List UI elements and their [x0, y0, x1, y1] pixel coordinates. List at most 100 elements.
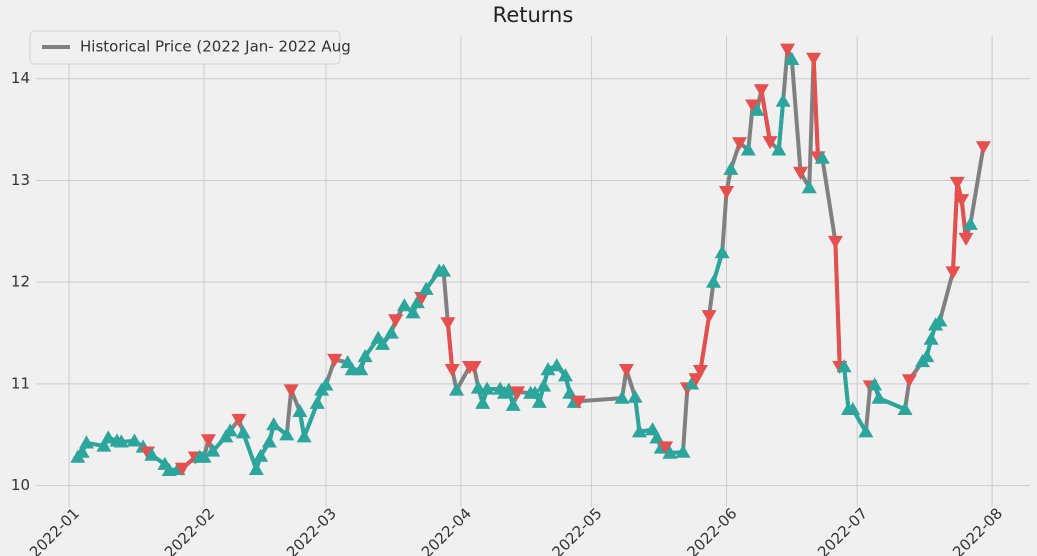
trend-segment [959, 197, 968, 241]
up-marker [749, 102, 765, 116]
up-marker [631, 424, 647, 438]
up-marker [475, 395, 491, 409]
up-marker [318, 377, 334, 391]
up-marker [74, 444, 90, 458]
down-marker [945, 266, 961, 280]
up-marker [353, 362, 369, 376]
up-marker [383, 325, 399, 339]
up-marker [562, 385, 578, 399]
down-marker [231, 413, 247, 428]
up-marker [296, 429, 312, 443]
down-marker [200, 434, 216, 448]
down-marker [466, 360, 482, 375]
trend-segment [759, 87, 773, 144]
down-marker [793, 166, 809, 180]
up-marker [409, 295, 425, 309]
up-marker [235, 425, 251, 439]
up-marker [714, 245, 730, 259]
up-marker [479, 381, 495, 395]
up-marker [196, 449, 212, 463]
y-tick-label: 14 [11, 69, 30, 87]
trend-segment [811, 56, 820, 160]
up-marker [919, 348, 935, 363]
up-marker [261, 434, 277, 448]
up-marker [222, 423, 238, 437]
trend-segment [698, 313, 712, 373]
up-marker [662, 445, 678, 459]
up-marker [923, 331, 939, 345]
up-marker [627, 389, 643, 403]
down-marker [510, 386, 526, 400]
up-marker [205, 443, 221, 457]
legend-box [29, 30, 341, 65]
up-marker [684, 376, 700, 390]
up-marker [253, 448, 269, 462]
trend-segment [241, 430, 259, 472]
down-marker [440, 317, 456, 331]
up-marker [100, 430, 116, 444]
down-marker [570, 395, 586, 409]
up-marker [932, 313, 948, 327]
down-marker [958, 232, 974, 246]
down-marker [414, 291, 430, 305]
down-marker [753, 84, 769, 98]
up-marker [784, 51, 800, 66]
down-marker [827, 235, 843, 249]
trend-segment [833, 239, 842, 369]
y-tick-label: 10 [11, 476, 30, 494]
up-marker [549, 358, 565, 372]
down-marker [762, 136, 778, 150]
down-marker [949, 176, 965, 190]
down-marker [701, 310, 717, 324]
up-marker [771, 142, 787, 156]
up-marker [740, 142, 756, 156]
down-marker [806, 52, 822, 66]
up-marker [144, 447, 160, 461]
down-marker [745, 99, 761, 113]
up-marker [614, 390, 630, 404]
down-marker [779, 43, 795, 57]
up-marker [449, 382, 465, 396]
up-marker [113, 434, 129, 448]
up-marker [279, 427, 295, 441]
up-marker [649, 430, 665, 444]
up-marker [96, 438, 112, 452]
up-marker [357, 348, 373, 363]
up-marker [126, 433, 142, 447]
up-marker [527, 385, 543, 399]
up-marker [705, 274, 721, 288]
down-marker [658, 441, 674, 455]
up-marker [309, 395, 325, 409]
up-marker [375, 336, 391, 350]
down-marker [692, 365, 708, 379]
up-marker [292, 403, 308, 418]
down-marker [732, 137, 748, 151]
legend-label: Historical Price (2022 Jan- 2022 Aug [80, 38, 351, 56]
down-marker [618, 364, 634, 378]
up-marker [505, 397, 521, 411]
up-marker [436, 263, 452, 277]
down-marker [719, 186, 735, 200]
down-marker [444, 364, 460, 378]
trend-segment [776, 99, 786, 152]
up-marker [867, 377, 883, 391]
up-marker [501, 382, 517, 396]
up-marker [723, 161, 739, 175]
trend-segment [445, 320, 455, 372]
y-tick-label: 12 [11, 273, 30, 291]
up-marker [418, 281, 434, 295]
down-marker [283, 384, 299, 398]
up-marker [540, 362, 556, 376]
trend-segment [842, 364, 851, 412]
chart-title: Returns [493, 3, 574, 27]
up-marker [858, 424, 874, 438]
up-marker [871, 390, 887, 404]
up-marker [814, 150, 830, 164]
up-marker [836, 359, 852, 373]
up-marker [79, 435, 95, 449]
down-marker [327, 353, 343, 367]
up-marker [536, 378, 552, 392]
up-marker [396, 298, 412, 312]
